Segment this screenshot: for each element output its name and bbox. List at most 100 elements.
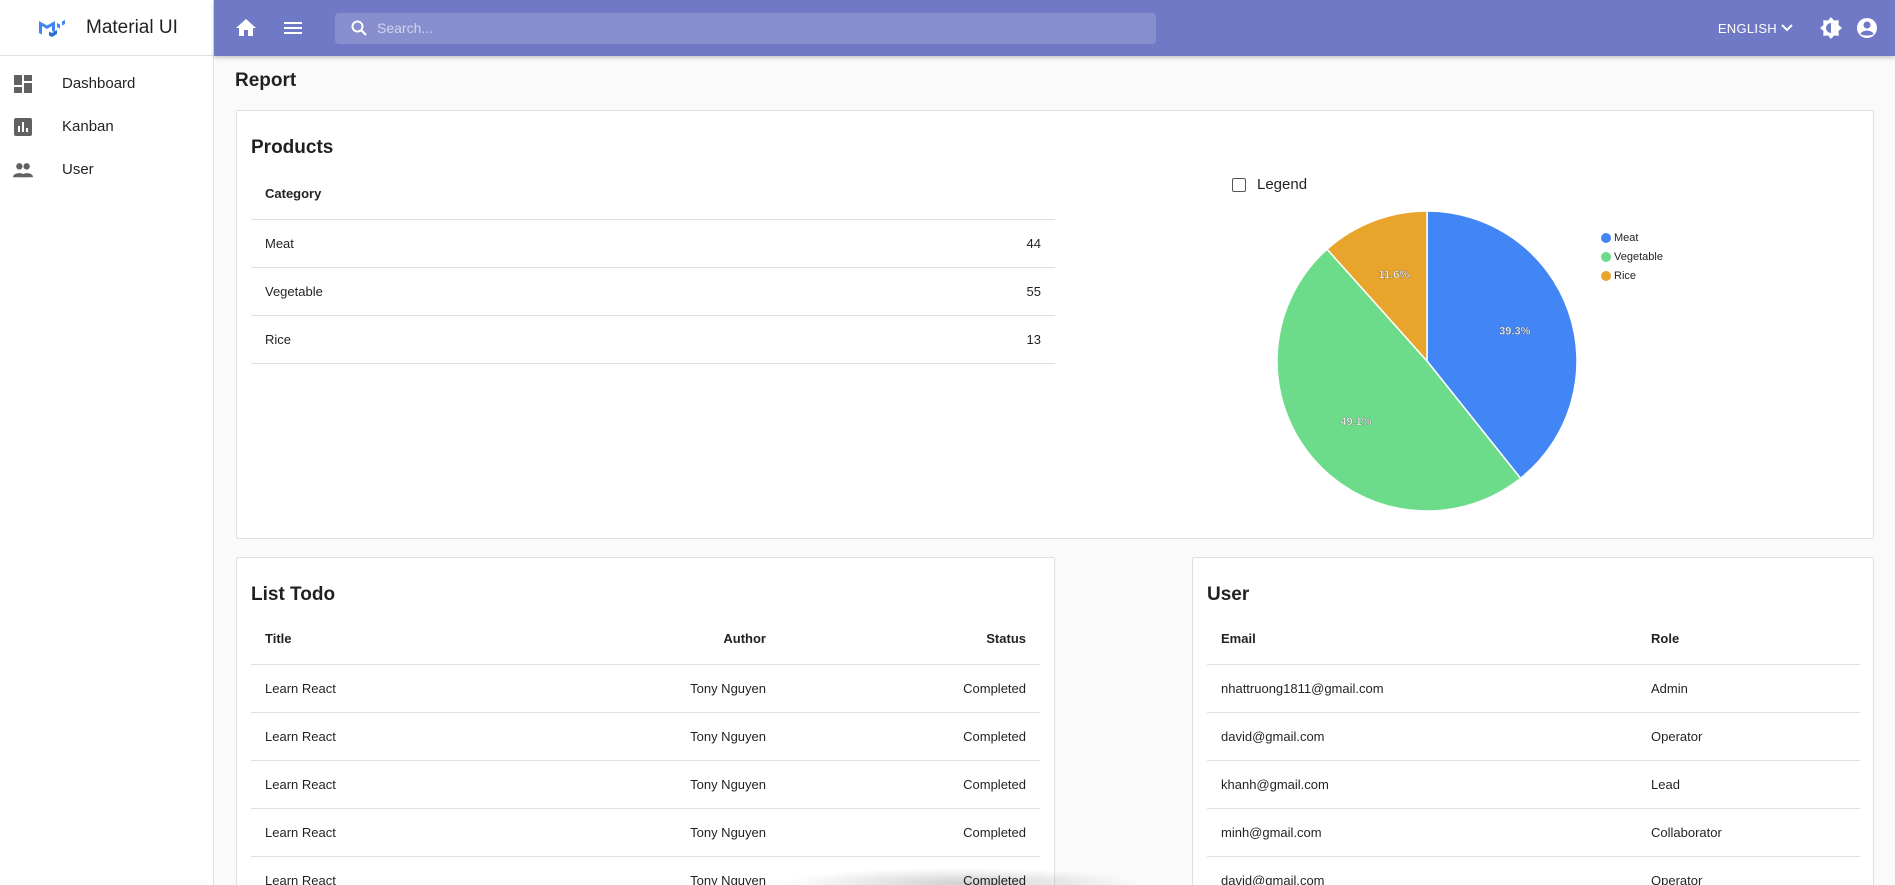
category-name: Meat: [251, 219, 789, 268]
pie-slice-meat[interactable]: [1426, 210, 1578, 480]
legend-label: Rice: [1614, 269, 1637, 282]
language-label: ENGLISH: [1717, 20, 1777, 36]
pie-slice-rice[interactable]: [1325, 210, 1428, 363]
category-name: Vegetable: [251, 267, 789, 316]
category-value: 44: [788, 219, 1055, 268]
sidebar-item-user[interactable]: User: [0, 148, 213, 191]
legend-label: Meat: [1614, 231, 1639, 244]
home-icon: [236, 19, 256, 36]
account-button[interactable]: [1849, 10, 1885, 46]
category-value: 55: [788, 267, 1055, 316]
table-row: nhattruong1811@gmail.com Admin: [1207, 664, 1860, 713]
pie-label-vegetable: 49.1%: [1340, 416, 1371, 428]
user-role-cell: Operator: [1637, 856, 1860, 885]
user-email-cell: david@gmail.com: [1207, 712, 1637, 761]
home-button[interactable]: [228, 10, 264, 46]
account-circle-icon: [1857, 18, 1877, 38]
category-value: 13: [788, 315, 1055, 364]
products-pie-chart: 39.3% 49.1% 11.6%: [1276, 210, 1578, 512]
menu-icon: [284, 22, 302, 34]
pie-slice-vegetable[interactable]: [1276, 248, 1522, 512]
legend-label: Vegetable: [1614, 250, 1663, 263]
column-header-title: Title: [251, 614, 511, 665]
pie-label-meat: 39.3%: [1499, 325, 1530, 337]
app-name: Material UI: [86, 16, 178, 38]
user-title: User: [1207, 584, 1250, 605]
todo-author-cell: Tony Nguyen: [511, 712, 780, 761]
people-icon: [13, 160, 33, 180]
table-header-row: Category: [251, 169, 1055, 220]
todo-title-cell: Learn React: [251, 808, 511, 857]
table-header-row: Title Author Status: [251, 614, 1040, 665]
table-row: Vegetable 55: [251, 267, 1055, 316]
todo-author-cell: Tony Nguyen: [511, 664, 780, 713]
user-role-cell: Admin: [1637, 664, 1860, 713]
column-header-category: Category: [251, 169, 789, 220]
todo-status-cell: Completed: [780, 664, 1040, 713]
legend-toggle-label: Legend: [1257, 176, 1308, 193]
products-card: Products Category Meat 44 Vegetable 55 R…: [236, 110, 1874, 539]
table-row: david@gmail.com Operator: [1207, 856, 1860, 885]
todo-author-cell: Tony Nguyen: [511, 760, 780, 809]
user-email-cell: minh@gmail.com: [1207, 808, 1637, 857]
products-title: Products: [251, 137, 334, 158]
search-input[interactable]: [377, 20, 1137, 36]
legend-toggle[interactable]: Legend: [1232, 176, 1307, 193]
page-title: Report: [235, 70, 297, 91]
legend-swatch: [1601, 232, 1611, 243]
chevron-down-icon: [1781, 24, 1793, 32]
table-header-row: Email Role: [1207, 614, 1860, 665]
menu-button[interactable]: [275, 10, 311, 46]
user-email-cell: david@gmail.com: [1207, 856, 1637, 885]
table-row: Meat 44: [251, 219, 1055, 268]
brightness-icon: [1820, 17, 1842, 39]
pie-label-rice: 11.6%: [1379, 269, 1410, 281]
sidebar-item-label: User: [62, 161, 94, 178]
chart-legend: Meat Vegetable Rice: [1601, 228, 1663, 285]
legend-item-vegetable[interactable]: Vegetable: [1601, 247, 1663, 266]
sidebar-item-kanban[interactable]: Kanban: [0, 105, 213, 148]
legend-swatch: [1601, 270, 1611, 281]
legend-item-meat[interactable]: Meat: [1601, 228, 1663, 247]
user-card: User Email Role nhattruong1811@gmail.com…: [1192, 557, 1874, 885]
sidebar-item-label: Dashboard: [62, 75, 136, 92]
todo-status-cell: Completed: [780, 712, 1040, 761]
theme-toggle-button[interactable]: [1813, 10, 1849, 46]
todo-card: List Todo Title Author Status Learn Reac…: [236, 557, 1055, 885]
todo-title: List Todo: [251, 584, 336, 605]
sidebar-item-dashboard[interactable]: Dashboard: [0, 62, 213, 105]
sidebar-item-label: Kanban: [62, 118, 114, 135]
legend-item-rice[interactable]: Rice: [1601, 266, 1663, 285]
column-header-email: Email: [1207, 614, 1637, 665]
todo-table: Title Author Status Learn React Tony Nguy…: [251, 614, 1040, 885]
legend-swatch: [1601, 251, 1611, 262]
language-selector[interactable]: ENGLISH: [1718, 21, 1793, 36]
products-table: Category Meat 44 Vegetable 55 Rice 13: [251, 169, 1055, 364]
legend-checkbox[interactable]: [1232, 177, 1246, 192]
search-icon: [351, 20, 367, 36]
user-email-cell: nhattruong1811@gmail.com: [1207, 664, 1637, 713]
column-header-value: [788, 169, 1055, 220]
user-role-cell: Operator: [1637, 712, 1860, 761]
user-role-cell: Collaborator: [1637, 808, 1860, 857]
todo-author-cell: Tony Nguyen: [511, 856, 780, 885]
dashboard-icon: [13, 74, 33, 94]
app-bar: ENGLISH: [214, 0, 1895, 56]
category-name: Rice: [251, 315, 789, 364]
todo-author-cell: Tony Nguyen: [511, 808, 780, 857]
assessment-icon: [13, 117, 33, 137]
todo-title-cell: Learn React: [251, 664, 511, 713]
user-role-cell: Lead: [1637, 760, 1860, 809]
table-row: khanh@gmail.com Lead: [1207, 760, 1860, 809]
search-box[interactable]: [335, 12, 1156, 44]
todo-status-cell: Completed: [780, 856, 1040, 885]
brand[interactable]: Material UI: [0, 0, 213, 56]
user-email-cell: khanh@gmail.com: [1207, 760, 1637, 809]
column-header-author: Author: [511, 614, 780, 665]
todo-status-cell: Completed: [780, 760, 1040, 809]
table-row: david@gmail.com Operator: [1207, 712, 1860, 761]
